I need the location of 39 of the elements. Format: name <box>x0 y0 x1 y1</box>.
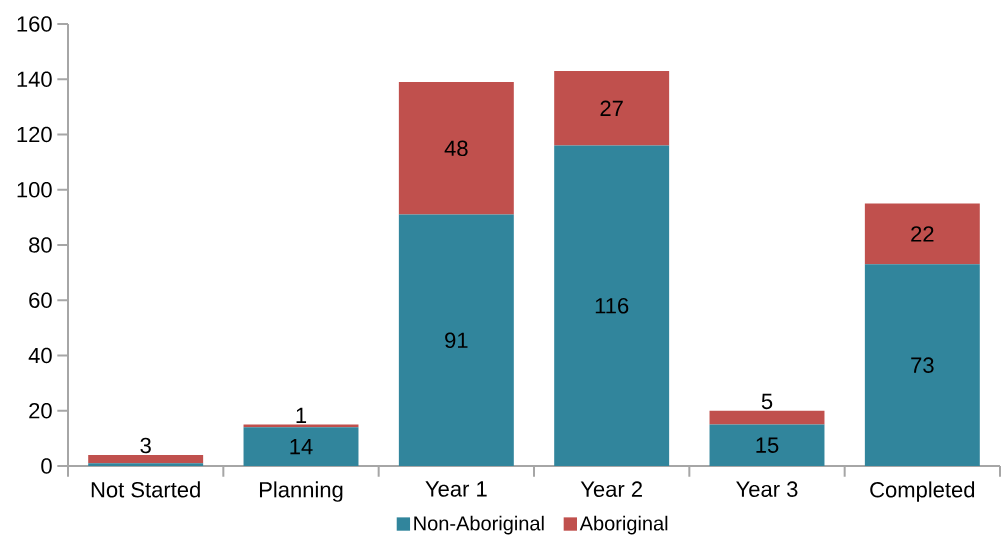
y-tick-label: 80 <box>29 237 52 253</box>
legend-label: Non-Aboriginal <box>414 515 544 535</box>
data-label: 5 <box>761 393 773 410</box>
data-label: 116 <box>595 297 629 314</box>
x-tick-label: Not Started <box>91 481 200 498</box>
bar <box>709 424 825 466</box>
bar <box>398 82 514 215</box>
x-tick-label: Year 1 <box>425 481 487 497</box>
data-label: 14 <box>290 439 313 455</box>
y-tick-label: 100 <box>17 181 52 198</box>
x-tick-label: Completed <box>870 481 975 502</box>
bar <box>88 454 204 464</box>
x-tick-label: Year 3 <box>736 481 798 497</box>
bar <box>709 410 825 425</box>
legend-label: Aboriginal <box>579 515 668 535</box>
y-tick-label: 0 <box>41 458 52 474</box>
y-tick-label: 60 <box>29 292 52 309</box>
y-tick-label: 160 <box>17 16 52 32</box>
bar <box>864 264 980 466</box>
bar <box>864 203 980 265</box>
y-tick-label: 140 <box>17 71 52 88</box>
data-label: 22 <box>911 226 934 242</box>
bar <box>88 463 204 466</box>
y-tick-label: 120 <box>17 126 52 143</box>
data-label: 15 <box>756 437 779 453</box>
data-label: 48 <box>444 140 468 157</box>
data-label: 73 <box>911 357 934 373</box>
bar <box>554 70 670 146</box>
x-tick-label: Year 2 <box>580 481 642 497</box>
y-tick-label: 20 <box>29 402 52 419</box>
y-tick-label: 40 <box>28 347 52 364</box>
bar <box>243 427 359 466</box>
bar <box>398 214 514 466</box>
x-tick-label: Planning <box>259 481 343 502</box>
bar <box>554 145 670 466</box>
data-label: 91 <box>445 332 468 349</box>
data-label: 27 <box>600 100 623 116</box>
data-label: 1 <box>296 407 307 423</box>
data-label: 3 <box>140 437 151 454</box>
